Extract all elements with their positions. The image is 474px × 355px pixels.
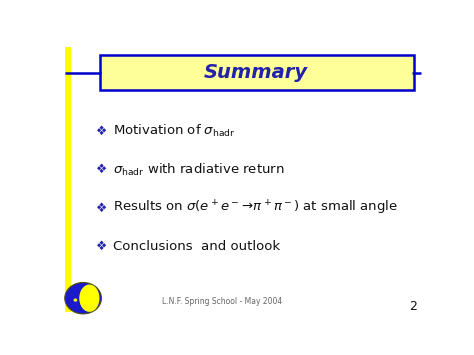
- Text: L.N.F. Spring School - May 2004: L.N.F. Spring School - May 2004: [162, 297, 283, 306]
- Ellipse shape: [65, 283, 101, 314]
- Text: $\sigma_{\mathregular{hadr}}$ with radiative return: $\sigma_{\mathregular{hadr}}$ with radia…: [112, 162, 284, 178]
- Text: ❖: ❖: [96, 125, 107, 138]
- Text: Results on $\sigma(e^+e^-\!\to\!\pi^+\pi^-)$ at small angle: Results on $\sigma(e^+e^-\!\to\!\pi^+\pi…: [112, 199, 397, 217]
- Text: Summary: Summary: [204, 63, 308, 82]
- FancyBboxPatch shape: [65, 47, 72, 312]
- Text: Motivation of $\sigma_{\mathregular{hadr}}$: Motivation of $\sigma_{\mathregular{hadr…: [112, 124, 235, 140]
- Ellipse shape: [79, 284, 100, 312]
- Text: Conclusions  and outlook: Conclusions and outlook: [112, 240, 280, 253]
- Text: ❖: ❖: [96, 202, 107, 214]
- Text: ❖: ❖: [96, 240, 107, 253]
- FancyBboxPatch shape: [59, 43, 427, 316]
- Text: 2: 2: [410, 300, 418, 313]
- FancyBboxPatch shape: [100, 55, 414, 91]
- Ellipse shape: [73, 299, 77, 302]
- Text: ❖: ❖: [96, 163, 107, 176]
